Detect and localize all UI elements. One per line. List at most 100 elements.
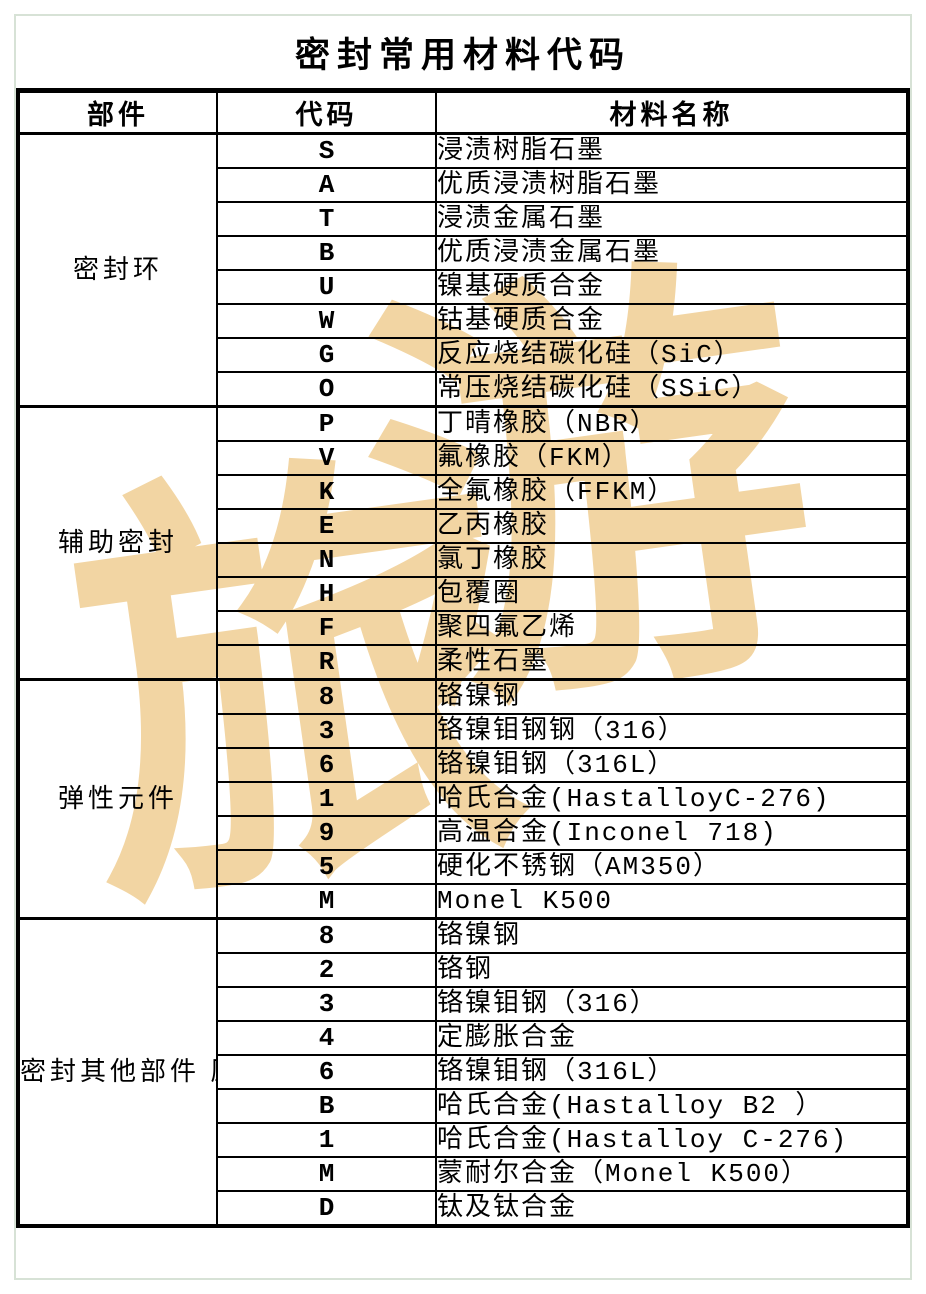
code-cell: 4: [216, 1020, 437, 1056]
material-name-cell: 丁晴橡胶（NBR）: [435, 405, 909, 442]
code-cell: M: [216, 883, 437, 920]
material-name-cell: 铬镍钼钢（316）: [435, 986, 909, 1022]
table-row: F 聚四氟乙烯: [18, 610, 909, 646]
code-cell: 1: [216, 781, 437, 817]
table-row: V 氟橡胶（FKM）: [18, 440, 909, 476]
table-row: B 哈氏合金(Hastalloy B2 ）: [18, 1088, 909, 1124]
code-cell: P: [216, 405, 437, 442]
header-cell-part: 部件: [17, 89, 218, 135]
material-name-cell: 哈氏合金(Hastalloy B2 ）: [435, 1088, 909, 1124]
code-cell: 8: [216, 917, 437, 954]
code-cell: O: [216, 371, 437, 408]
code-cell: 8: [216, 678, 437, 715]
code-cell: U: [216, 269, 437, 305]
code-cell: V: [216, 440, 437, 476]
code-cell: S: [216, 132, 437, 169]
material-name-cell: 哈氏合金(Hastalloy C-276): [435, 1122, 909, 1158]
page-title: 密封常用材料代码: [294, 35, 631, 75]
material-name-cell: 全氟橡胶（FFKM）: [435, 474, 909, 510]
materials-code-table: 部件 代码 材料名称 密封环 S 浸渍树脂石墨 A 优质浸渍树脂石墨 T 浸渍金属石墨 B 优质…: [16, 88, 910, 1228]
material-name-cell: 镍基硬质合金: [435, 269, 909, 305]
table-row: R 柔性石墨: [18, 644, 909, 681]
table-row: D 钛及钛合金: [18, 1190, 909, 1227]
material-name-cell: 高温合金(Inconel 718): [435, 815, 909, 851]
code-cell: T: [216, 201, 437, 237]
table-row: 弹性元件 8 铬镍钢: [17, 678, 909, 920]
code-cell: R: [216, 644, 437, 681]
table-row: 密封其他部件 压盖和轴套8铬镍钢: [17, 917, 909, 1227]
part-cell: 密封环: [17, 132, 218, 408]
code-cell: 9: [216, 815, 437, 851]
table-row: 3 铬镍钼钢（316）: [18, 986, 909, 1022]
table-row: 5 硬化不锈钢（AM350）: [18, 849, 909, 885]
code-cell: W: [216, 303, 437, 339]
table-row: A 优质浸渍树脂石墨: [18, 167, 909, 203]
code-cell: A: [216, 167, 437, 203]
table-row: 1 哈氏合金(HastalloyC-276): [18, 781, 909, 817]
table-row: 1 哈氏合金(Hastalloy C-276): [18, 1122, 909, 1158]
sheet-frame: 密封常用材料代码 部件 代码 材料名称 密封环 S 浸渍树脂石墨 A 优质浸渍树脂石墨 T…: [14, 14, 912, 1280]
table-row: 辅助密封 P 丁晴橡胶（NBR）: [17, 405, 909, 681]
table-row: 6 铬镍钼钢（316L）: [18, 1054, 909, 1090]
material-name-cell: 铬钢: [435, 952, 909, 988]
material-name-cell: 铬镍钢: [435, 678, 909, 715]
table-row: 9 高温合金(Inconel 718): [18, 815, 909, 851]
table-row: 3 铬镍钼钢钢（316）: [18, 713, 909, 749]
code-cell: 2: [216, 952, 437, 988]
table-row: B 优质浸渍金属石墨: [18, 235, 909, 271]
material-name-cell: 硬化不锈钢（AM350）: [435, 849, 909, 885]
code-cell: G: [216, 337, 437, 373]
material-name-cell: 氯丁橡胶: [435, 542, 909, 578]
material-name-cell: 浸渍树脂石墨: [435, 132, 909, 169]
table-row: 2 铬钢: [18, 952, 909, 988]
header-row: 部件 代码 材料名称: [17, 89, 909, 135]
material-name-cell: Monel K500: [435, 883, 909, 920]
code-cell: 3: [216, 986, 437, 1022]
material-name-cell: 浸渍金属石墨: [435, 201, 909, 237]
material-name-cell: 铬镍钢: [435, 917, 909, 954]
code-cell: N: [216, 542, 437, 578]
header-cell-code: 代码: [216, 89, 437, 135]
table-row: 6 铬镍钼钢（316L）: [18, 747, 909, 783]
material-name-cell: 聚四氟乙烯: [435, 610, 909, 646]
code-cell: K: [216, 474, 437, 510]
material-name-cell: 钛及钛合金: [435, 1190, 909, 1227]
code-cell: B: [216, 235, 437, 271]
material-name-cell: 常压烧结碳化硅（SSiC）: [435, 371, 909, 408]
material-name-cell: 哈氏合金(HastalloyC-276): [435, 781, 909, 817]
table-row: W 钴基硬质合金: [18, 303, 909, 339]
code-cell: 5: [216, 849, 437, 885]
part-cell: 密封其他部件 压盖和轴套: [17, 917, 218, 1227]
table-row: T 浸渍金属石墨: [18, 201, 909, 237]
material-name-cell: 钴基硬质合金: [435, 303, 909, 339]
material-name-cell: 蒙耐尔合金（Monel K500）: [435, 1156, 909, 1192]
table-row: H 包覆圈: [18, 576, 909, 612]
code-cell: E: [216, 508, 437, 544]
table-row: 4 定膨胀合金: [18, 1020, 909, 1056]
table-row: E 乙丙橡胶: [18, 508, 909, 544]
table-row: U 镍基硬质合金: [18, 269, 909, 305]
material-name-cell: 优质浸渍树脂石墨: [435, 167, 909, 203]
material-name-cell: 反应烧结碳化硅（SiC）: [435, 337, 909, 373]
material-name-cell: 铬镍钼钢（316L）: [435, 1054, 909, 1090]
table-row: N 氯丁橡胶: [18, 542, 909, 578]
table-row: M 蒙耐尔合金（Monel K500）: [18, 1156, 909, 1192]
material-name-cell: 乙丙橡胶: [435, 508, 909, 544]
material-name-cell: 定膨胀合金: [435, 1020, 909, 1056]
material-name-cell: 柔性石墨: [435, 644, 909, 681]
material-name-cell: 铬镍钼钢（316L）: [435, 747, 909, 783]
code-cell: M: [216, 1156, 437, 1192]
materials-table-body: 密封环 S 浸渍树脂石墨 A 优质浸渍树脂石墨 T 浸渍金属石墨 B 优质浸渍金属石墨 U 镍基硬质…: [17, 132, 909, 1227]
table-row: G 反应烧结碳化硅（SiC）: [18, 337, 909, 373]
code-cell: 6: [216, 1054, 437, 1090]
table-row: K 全氟橡胶（FFKM）: [18, 474, 909, 510]
code-cell: 6: [216, 747, 437, 783]
code-cell: D: [216, 1190, 437, 1227]
table-row: 密封环 S 浸渍树脂石墨: [17, 132, 909, 408]
part-cell: 弹性元件: [17, 678, 218, 920]
code-cell: B: [216, 1088, 437, 1124]
header-cell-material: 材料名称: [435, 89, 909, 135]
code-cell: 3: [216, 713, 437, 749]
material-name-cell: 包覆圈: [435, 576, 909, 612]
